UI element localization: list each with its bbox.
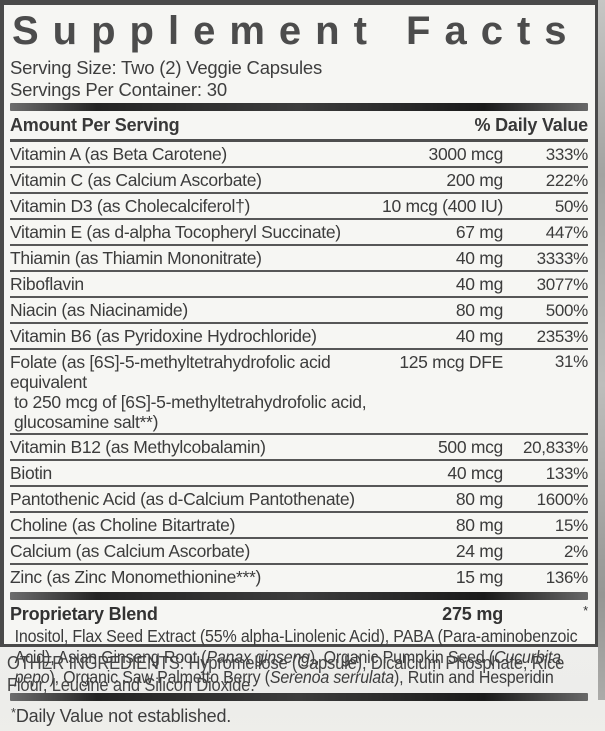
- nutrient-dv: 3077%: [536, 274, 589, 294]
- blend-description-wrap: Inositol, Flax Seed Extract (55% alpha-L…: [10, 625, 588, 690]
- nutrient-amount: 15 mg: [455, 566, 503, 587]
- amount-per-serving-header: Amount Per Serving: [10, 115, 180, 135]
- nutrient-amount: 24 mg: [455, 540, 503, 561]
- nutrient-amount: 67 mg: [455, 221, 503, 242]
- nutrient-name: Vitamin C (as Calcium Ascorbate): [10, 169, 262, 190]
- nutrient-name: Vitamin B6 (as Pyridoxine Hydrochloride): [10, 325, 317, 346]
- facts-title: Supplement Facts: [12, 9, 581, 53]
- nutrient-row-vitamin-b12: Vitamin B12 (as Methylcobalamin) 500 mcg…: [10, 433, 588, 459]
- nutrient-row-calcium: Calcium (as Calcium Ascorbate) 24 mg 2%: [10, 537, 588, 563]
- nutrient-row-biotin: Biotin 40 mcg 133%: [10, 459, 588, 485]
- nutrient-dv: 333%: [545, 144, 589, 164]
- nutrient-dv: 222%: [545, 170, 589, 190]
- serving-size: Serving Size: Two (2) Veggie Capsules: [10, 57, 323, 78]
- nutrient-name: Biotin: [10, 462, 52, 483]
- nutrient-row-vitamin-a: Vitamin A (as Beta Carotene) 3000 mcg 33…: [10, 142, 588, 166]
- nutrient-row-riboflavin: Riboflavin 40 mg 3077%: [10, 270, 588, 296]
- nutrient-dv: 20,833%: [522, 437, 588, 457]
- nutrient-row-choline: Choline (as Choline Bitartrate) 80 mg 15…: [10, 511, 588, 537]
- nutrient-row-pantothenic-acid: Pantothenic Acid (as d-Calcium Pantothen…: [10, 485, 588, 511]
- nutrient-amount: 40 mg: [455, 273, 503, 294]
- nutrient-name: Niacin (as Niacinamide): [10, 299, 188, 320]
- blend-amount: 275 mg: [442, 604, 503, 624]
- nutrient-name: Zinc (as Zinc Monomethionine***): [10, 566, 262, 587]
- nutrient-amount: 40 mcg: [447, 462, 503, 483]
- nutrient-amount: 40 mg: [455, 247, 503, 268]
- folate-name-line2: to 250 mcg of [6S]-5-methyltetrahydrofol…: [14, 391, 367, 432]
- nutrient-row-niacin: Niacin (as Niacinamide) 80 mg 500%: [10, 296, 588, 322]
- nutrient-dv: 1600%: [536, 489, 589, 509]
- nutrient-name: Vitamin A (as Beta Carotene): [10, 143, 227, 164]
- divider-bar-thick: [10, 692, 588, 701]
- daily-value-footnote: *Daily Value not established.: [10, 703, 588, 731]
- nutrient-dv: 31%: [554, 351, 588, 371]
- nutrient-dv: 447%: [545, 222, 589, 242]
- nutrient-name: Vitamin D3 (as Cholecalciferol†): [10, 195, 251, 216]
- nutrient-row-vitamin-c: Vitamin C (as Calcium Ascorbate) 200 mg …: [10, 166, 588, 192]
- nutrient-dv: 500%: [545, 300, 589, 320]
- nutrient-amount: 10 mcg (400 IU): [382, 195, 503, 216]
- nutrient-name: Riboflavin: [10, 273, 84, 294]
- proprietary-blend-row: Proprietary Blend 275 mg *: [10, 602, 588, 625]
- nutrient-row-zinc: Zinc (as Zinc Monomethionine***) 15 mg 1…: [10, 563, 588, 589]
- serving-info: Serving Size: Two (2) Veggie Capsules Se…: [10, 57, 588, 100]
- nutrient-dv: 2353%: [536, 326, 589, 346]
- nutrient-name: Vitamin B12 (as Methylcobalamin): [10, 436, 266, 457]
- nutrient-name: Calcium (as Calcium Ascorbate): [10, 540, 250, 561]
- nutrient-amount: 80 mg: [455, 488, 503, 509]
- nutrient-dv: 15%: [554, 515, 588, 535]
- nutrient-row-vitamin-d3: Vitamin D3 (as Cholecalciferol†) 10 mcg …: [10, 192, 588, 218]
- divider-bar-thick: [10, 592, 588, 600]
- nutrient-name: Choline (as Choline Bitartrate): [10, 514, 236, 535]
- nutrient-amount: 500 mcg: [437, 436, 503, 457]
- other-ingredients: OTHER INGREDIENTS: Hypromellose (Capsule…: [7, 653, 565, 695]
- nutrient-dv: 3333%: [536, 248, 589, 268]
- nutrient-dv: 2%: [564, 541, 588, 561]
- blend-name: Proprietary Blend: [10, 604, 158, 624]
- nutrient-name: Vitamin E (as d-alpha Tocopheryl Succina…: [10, 221, 341, 242]
- nutrient-dv: 50%: [554, 196, 588, 216]
- nutrient-amount: 80 mg: [455, 514, 503, 535]
- nutrient-name: Folate (as [6S]-5-methyltetrahydrofolic …: [10, 352, 385, 432]
- folate-name-line1: Folate (as [6S]-5-methyltetrahydrofolic …: [10, 351, 331, 392]
- blend-dv-marker: *: [583, 603, 588, 618]
- nutrient-row-vitamin-e: Vitamin E (as d-alpha Tocopheryl Succina…: [10, 218, 588, 244]
- blend-description: Inositol, Flax Seed Extract (55% alpha-L…: [14, 626, 578, 687]
- nutrient-name: Pantothenic Acid (as d-Calcium Pantothen…: [10, 488, 355, 509]
- nutrient-row-vitamin-b6: Vitamin B6 (as Pyridoxine Hydrochloride)…: [10, 322, 588, 348]
- nutrient-dv: 133%: [545, 463, 589, 483]
- nutrient-row-folate: Folate (as [6S]-5-methyltetrahydrofolic …: [10, 348, 588, 433]
- nutrient-name: Thiamin (as Thiamin Mononitrate): [10, 247, 262, 268]
- divider-bar-thick: [10, 103, 588, 111]
- bottle-edge-strip: [598, 0, 605, 700]
- nutrient-amount: 125 mcg DFE: [399, 351, 503, 372]
- nutrient-dv: 136%: [545, 567, 589, 587]
- servings-per-container: Servings Per Container: 30: [10, 78, 227, 100]
- footnote-text: Daily Value not established.: [15, 705, 232, 726]
- table-header-row: Amount Per Serving % Daily Value: [10, 113, 588, 142]
- nutrient-amount: 200 mg: [446, 169, 503, 190]
- nutrient-amount: 80 mg: [455, 299, 503, 320]
- nutrient-row-thiamin: Thiamin (as Thiamin Mononitrate) 40 mg 3…: [10, 244, 588, 270]
- other-ingredients-section: OTHER INGREDIENTS: Hypromellose (Capsule…: [0, 653, 605, 696]
- nutrient-amount: 3000 mcg: [428, 143, 504, 164]
- daily-value-header: % Daily Value: [474, 115, 589, 135]
- nutrient-table: Vitamin A (as Beta Carotene) 3000 mcg 33…: [10, 142, 588, 589]
- nutrient-amount: 40 mg: [455, 325, 503, 346]
